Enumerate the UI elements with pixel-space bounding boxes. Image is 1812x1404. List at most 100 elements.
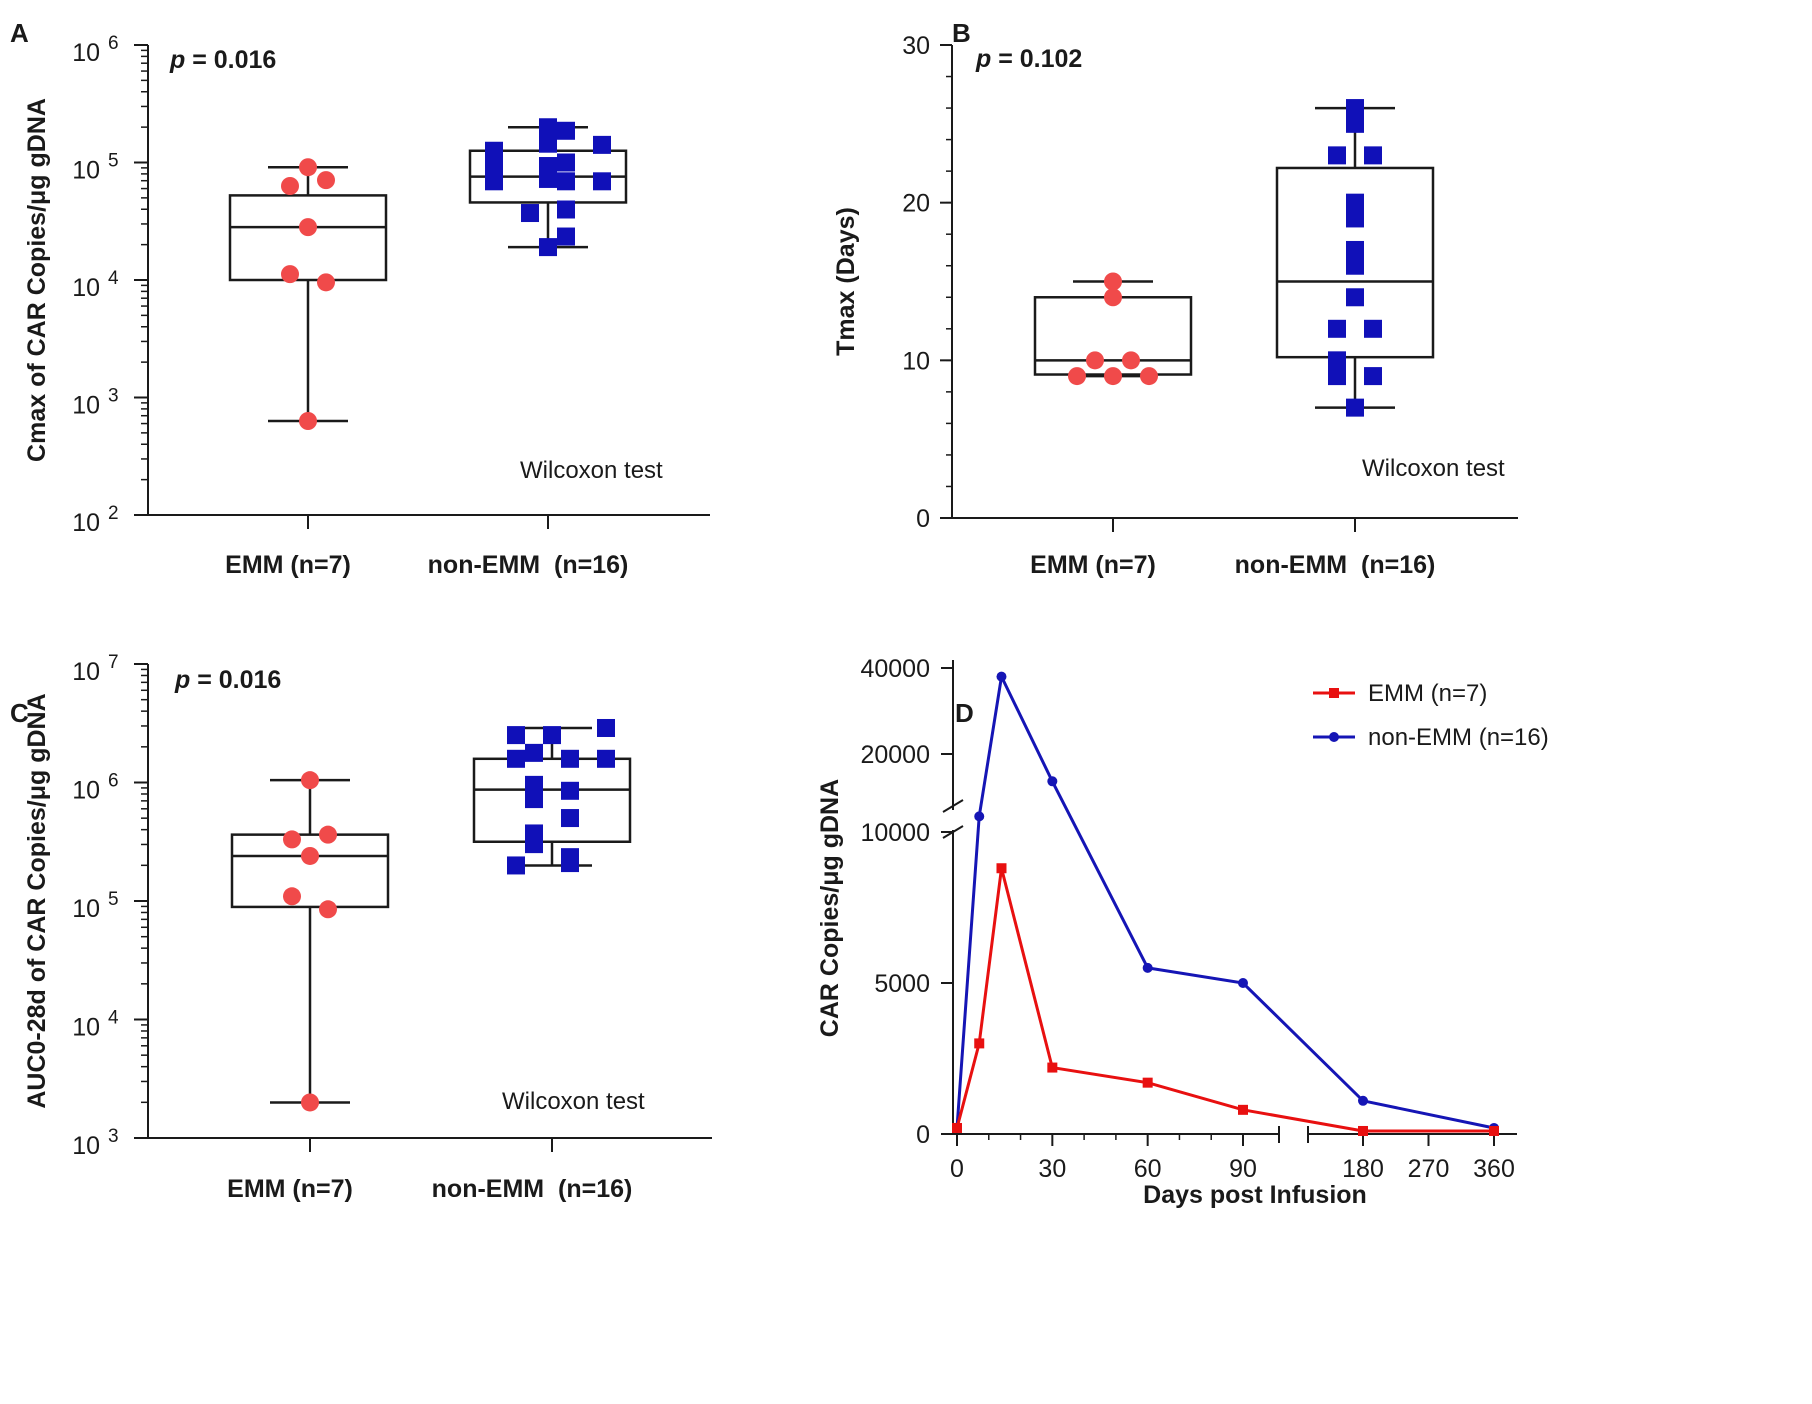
box-iqr [1275,166,1435,359]
panel-letter-b: B [952,18,971,48]
series-line-non-emm [955,671,1495,1130]
y-tick-base: 10 [72,157,100,185]
p-value: = 0.016 [185,46,276,74]
box-iqr [228,194,388,282]
y-tick-base: 10 [72,274,100,302]
data-point [1086,351,1104,370]
y-tick-base: 10 [72,895,100,923]
data-point [1346,209,1364,228]
data-point [507,856,525,875]
data-point [485,141,503,160]
category-label: non-EMM (n=16) [1235,551,1436,579]
data-point [299,158,317,177]
data-point [1328,319,1346,338]
data-point [557,153,575,172]
data-point [597,749,615,768]
y-tick-exponent: 4 [108,1008,119,1029]
y-tick-label: 0 [916,505,930,533]
data-point [283,887,301,906]
test-label: Wilcoxon test [502,1088,645,1115]
data-point [1122,351,1140,370]
y-tick-exponent: 2 [108,503,119,524]
data-point [485,172,503,191]
y-tick-exponent: 6 [108,33,119,54]
data-point [539,118,557,137]
y-tick-base: 10 [72,1132,100,1160]
series-point [1142,1077,1153,1088]
y-tick-exponent: 7 [108,652,119,673]
data-point [597,718,615,737]
category-label: non-EMM (n=16) [428,551,629,579]
panel-c-auc-boxplot: 10 3 10 4 10 5 10 6 10 7 AUC0-28d of CAR Copies/μg… [23,652,712,1203]
data-point [283,830,301,849]
data-point [1346,240,1364,259]
data-point [1104,272,1122,291]
y-tick-label: 20 [902,190,930,218]
data-point [521,204,539,223]
data-point [299,412,317,430]
box-iqr [1033,296,1193,376]
data-point [593,135,611,154]
data-point [1328,351,1346,370]
y-tick-label: 10 [72,39,100,67]
panel-letter-c: C [10,698,29,728]
data-point [1364,319,1382,338]
y-tick-label: 10 [72,392,100,420]
category-label: non-EMM (n=16) [432,1175,633,1203]
data-point [1364,146,1382,165]
panel-letter-a: A [10,18,29,48]
data-point [1140,367,1158,386]
category-label: EMM (n=7) [1030,551,1156,579]
data-point [525,835,543,854]
x-tick-label: 270 [1408,1155,1450,1183]
series-point [974,1038,985,1049]
data-point [317,273,335,292]
y-tick-label: 20000 [860,741,930,769]
data-point [557,200,575,219]
data-point [1104,288,1122,307]
y-tick-exponent: 3 [108,1126,119,1147]
series-point [996,671,1007,682]
data-point [593,172,611,191]
panel-d-kinetics-line-chart: 0 5000 10000 20000 40000 0 30 60 90 180 270 360 Days… [816,655,1549,1209]
y-tick-label: 10 [72,1014,100,1042]
series-point [996,863,1007,874]
test-label: Wilcoxon test [520,457,663,484]
y-tick-exponent: 5 [108,889,119,910]
y-tick-base: 10 [72,39,100,67]
y-tick-label: 10 [72,895,100,923]
data-point [1328,367,1346,386]
series-point [1238,978,1248,988]
data-point [1328,146,1346,165]
test-label: Wilcoxon test [1362,455,1505,482]
y-tick-label: 5000 [874,970,930,998]
data-point [1346,288,1364,307]
y-tick-label: 40000 [860,655,930,683]
y-tick-label: 0 [916,1121,930,1149]
data-point [319,900,337,919]
data-point [281,265,299,284]
series-point [1489,1125,1499,1136]
data-point [507,726,525,745]
p-value-annotation: p = 0.102 [975,45,1082,73]
data-point [1346,398,1364,417]
series-point [952,1122,962,1133]
x-tick-label: 60 [1134,1155,1162,1183]
x-tick-label: 360 [1473,1155,1515,1183]
y-tick-label: 10 [902,347,930,375]
legend-label: non-EMM (n=16) [1368,724,1549,751]
data-point [525,743,543,762]
series-point [1047,1062,1058,1073]
data-point [561,781,579,800]
y-axis-title: Tmax (Days) [832,207,860,356]
y-tick-exponent: 3 [108,386,119,407]
series-line-emm [955,867,1494,1133]
y-tick-exponent: 4 [108,268,119,289]
y-axis-title: Cmax of CAR Copies/μg gDNA [23,98,51,462]
data-point [557,227,575,246]
y-tick-label: 10 [72,509,100,537]
data-point [299,218,317,237]
data-point [485,158,503,177]
x-axis-title: Days post Infusion [1143,1181,1367,1209]
